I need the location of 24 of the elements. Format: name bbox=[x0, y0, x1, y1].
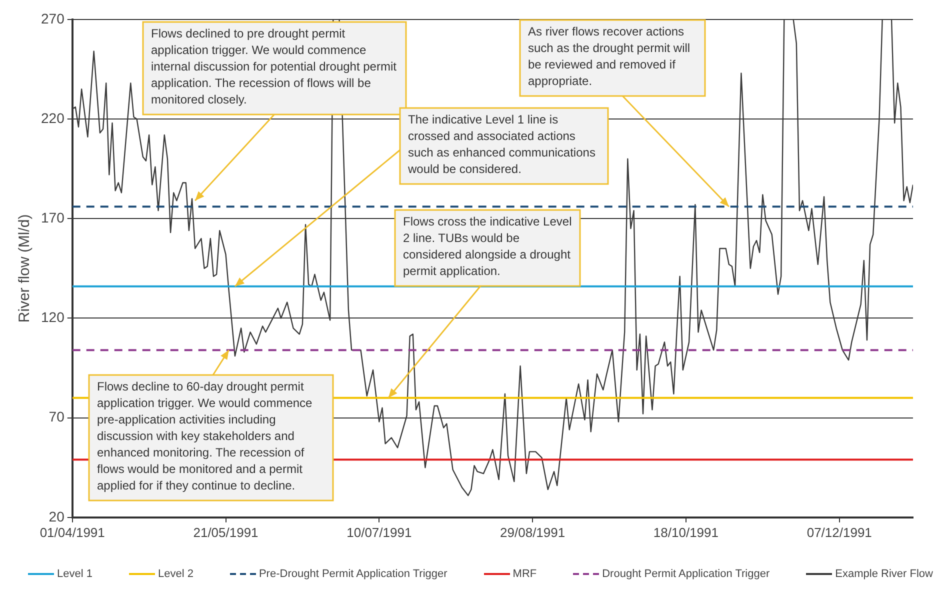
legend-label: MRF bbox=[512, 568, 537, 580]
x-tick-label: 21/05/1991 bbox=[193, 524, 258, 540]
annotation: Flows decline to 60-day drought permit application trigger. We would commence pre-application activities including discussion with key stakeholders and enhanced monitoring. The recession of flows would be monitored and a permit applied for if they continue to decline. bbox=[97, 379, 313, 492]
y-tick-label: 170 bbox=[41, 209, 65, 226]
legend-label: Level 2 bbox=[158, 568, 194, 580]
legend-label: Pre-Drought Permit Application Trigger bbox=[258, 568, 448, 580]
y-axis-title: River flow (Ml/d) bbox=[16, 214, 34, 323]
x-tick-label: 07/12/1991 bbox=[806, 524, 872, 540]
y-tick-label: 20 bbox=[48, 508, 65, 524]
annotation: Flows cross the indicative Level 2 line. TUBs would be considered alongside a drought permit application. bbox=[403, 214, 572, 278]
x-tick-label: 10/07/1991 bbox=[346, 524, 412, 540]
y-tick-label: 270 bbox=[41, 10, 65, 26]
y-tick-label: 120 bbox=[41, 309, 65, 326]
legend-label: Level 1 bbox=[57, 568, 92, 580]
x-tick-label: 29/08/1991 bbox=[500, 524, 566, 540]
legend-label: Drought Permit Application Trigger bbox=[602, 568, 770, 580]
annotation: Flows declined to pre drought permit application trigger. We would commence internal discussion for potential drought permit application. The recession of flows will be monitored closely. bbox=[151, 26, 398, 106]
y-tick-label: 220 bbox=[41, 110, 65, 126]
y-tick-label: 70 bbox=[48, 408, 65, 425]
legend-label: Example River Flow bbox=[835, 568, 933, 580]
annotation: As river flows recover actions such as the drought permit will be reviewed and removed if appropriate. bbox=[528, 24, 690, 88]
x-tick-label: 01/04/1991 bbox=[40, 524, 105, 540]
x-tick-label: 18/10/1991 bbox=[653, 524, 719, 540]
annotation: The indicative Level 1 line is crossed and associated actions such as enhanced communications would be considered. bbox=[407, 112, 596, 176]
